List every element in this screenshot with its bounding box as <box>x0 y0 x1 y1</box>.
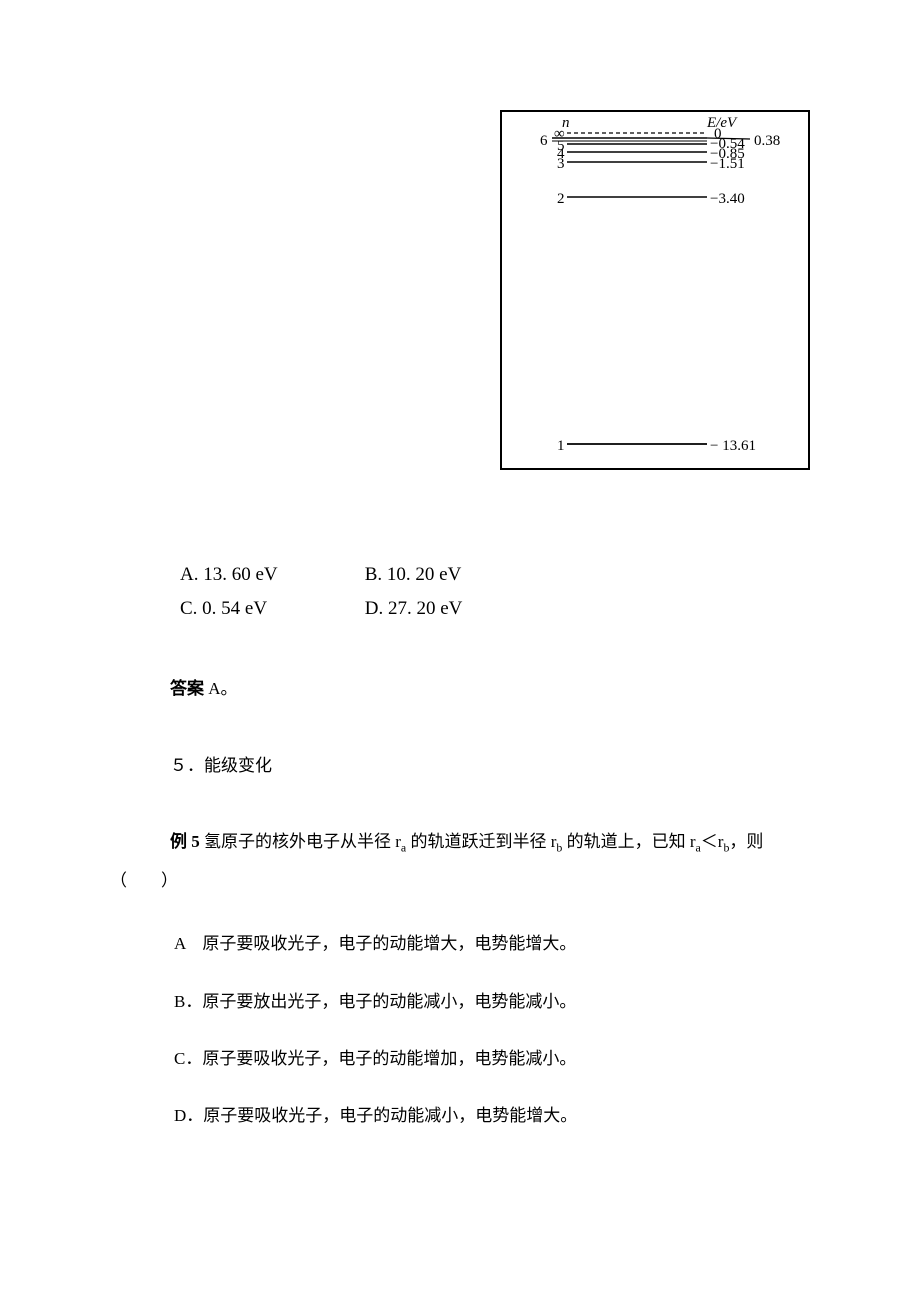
option-d: D. 27. 20 eV <box>365 598 463 619</box>
energy-level-svg: n E/eV ∞ 0 6 0.38 5 −0.54 4 −0.85 3 −1.5… <box>502 112 808 468</box>
level-1-e: − 13.61 <box>710 438 756 454</box>
choice-d: D．原子要吸收光子，电子的动能减小，电势能增大。 <box>174 1102 810 1129</box>
option-b: B. 10. 20 eV <box>365 564 462 585</box>
answer-line: 答案 A。 <box>110 675 810 702</box>
answer-value: A。 <box>204 679 238 698</box>
example-5-pre: 氢原子的核外电子从半径 r <box>200 832 401 851</box>
choice-c: C．原子要吸收光子，电子的动能增加，电势能减小。 <box>174 1045 810 1072</box>
choice-a: A 原子要吸收光子，电子的动能增大，电势能增大。 <box>174 930 810 957</box>
option-c: C. 0. 54 eV <box>180 594 360 624</box>
option-a: A. 13. 60 eV <box>180 560 360 590</box>
example-5-label: 例 5 <box>170 832 200 851</box>
level-2-e: −3.40 <box>710 191 745 207</box>
level-6-extra: 0.38 <box>754 133 780 149</box>
choices-block: A 原子要吸收光子，电子的动能增大，电势能增大。 B．原子要放出光子，电子的动能… <box>110 930 810 1129</box>
level-6-n: 6 <box>540 133 548 149</box>
answer-label: 答案 <box>170 679 204 698</box>
example-5-end: ，则 <box>729 832 763 851</box>
section-5-heading: ５．能级变化 <box>110 752 810 779</box>
level-3-e: −1.51 <box>710 156 745 172</box>
level-1-n: 1 <box>557 438 565 454</box>
example-5-lt: ＜r <box>701 832 724 851</box>
example-5-paren: （ ） <box>110 864 810 898</box>
example-5-mid1: 的轨道跃迁到半径 r <box>406 832 556 851</box>
example-5-mid2: 的轨道上，已知 r <box>562 832 695 851</box>
energy-level-diagram-container: n E/eV ∞ 0 6 0.38 5 −0.54 4 −0.85 3 −1.5… <box>110 0 810 530</box>
e-axis-label: E/eV <box>706 115 738 131</box>
choice-b: B．原子要放出光子，电子的动能减小，电势能减小。 <box>174 988 810 1015</box>
level-2-n: 2 <box>557 191 565 207</box>
level-3-n: 3 <box>557 156 565 172</box>
example-5: 例 5 氢原子的核外电子从半径 ra 的轨道跃迁到半径 rb 的轨道上，已知 r… <box>110 825 810 898</box>
energy-level-diagram: n E/eV ∞ 0 6 0.38 5 −0.54 4 −0.85 3 −1.5… <box>500 110 810 470</box>
options-block: A. 13. 60 eV B. 10. 20 eV C. 0. 54 eV D.… <box>110 530 810 625</box>
